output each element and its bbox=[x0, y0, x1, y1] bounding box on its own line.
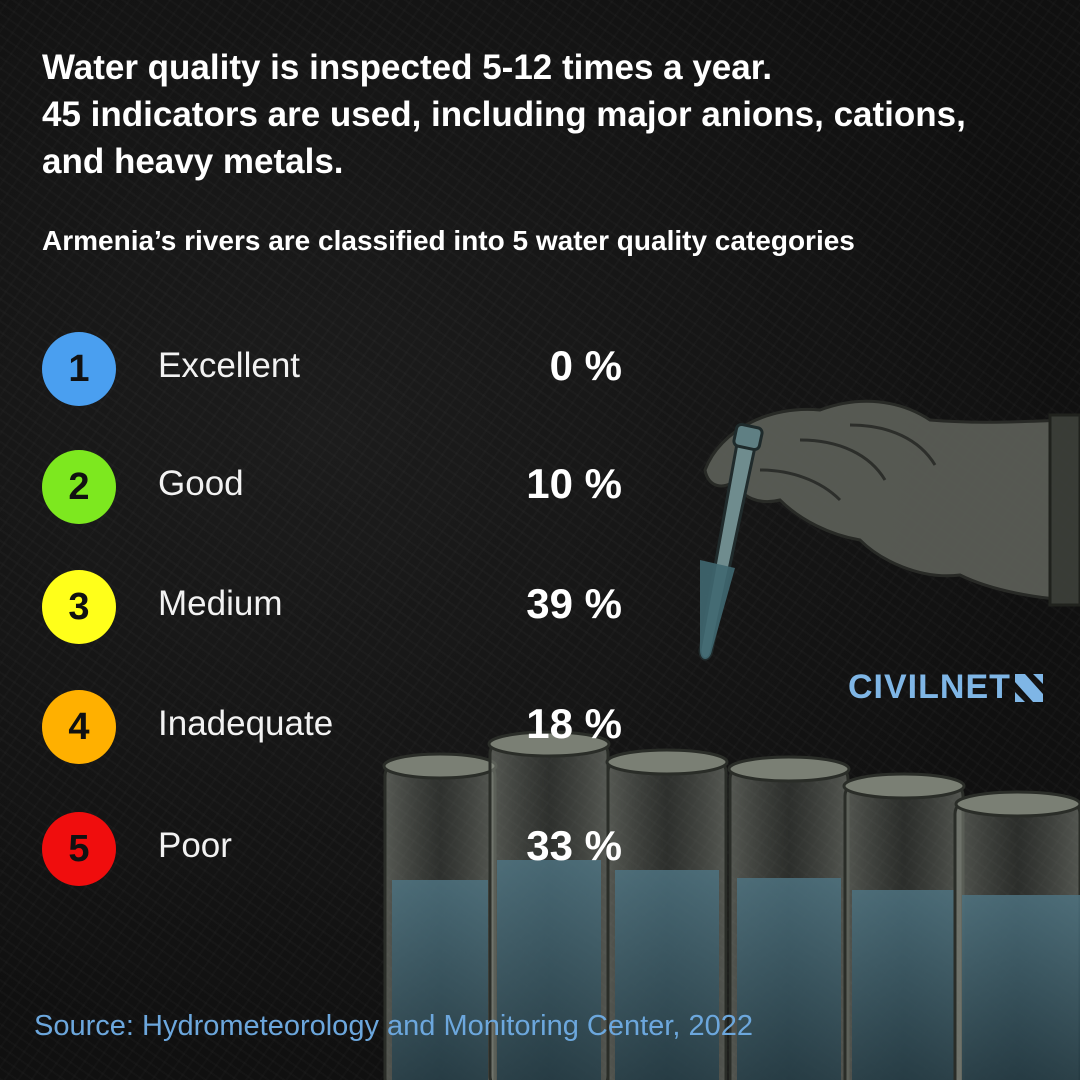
category-percentage: 18 % bbox=[526, 700, 622, 747]
category-percentage: 33 % bbox=[526, 822, 622, 869]
category-number-badge: 3 bbox=[42, 570, 116, 644]
test-tubes bbox=[382, 730, 1080, 1080]
category-row-excellent: 1 Excellent 0 % bbox=[42, 332, 642, 406]
category-row-good: 2 Good 10 % bbox=[42, 450, 642, 524]
logo-text: CIVILNET bbox=[848, 668, 1011, 706]
headline-line-1: Water quality is inspected 5-12 times a … bbox=[42, 48, 773, 87]
category-label: Excellent bbox=[158, 346, 301, 385]
source-citation: Source: Hydrometeorology and Monitoring … bbox=[34, 1010, 753, 1042]
gloved-hand bbox=[703, 399, 1080, 607]
category-label: Good bbox=[158, 464, 244, 503]
headline: Water quality is inspected 5-12 times a … bbox=[42, 44, 1062, 185]
category-number-badge: 4 bbox=[42, 690, 116, 764]
headline-line-2: 45 indicators are used, including major … bbox=[42, 95, 966, 134]
category-row-inadequate: 4 Inadequate 18 % bbox=[42, 690, 642, 764]
category-row-poor: 5 Poor 33 % bbox=[42, 812, 642, 886]
pipette bbox=[698, 422, 764, 661]
logo-mark-icon bbox=[1014, 673, 1043, 702]
civilnet-logo: CIVILNET bbox=[848, 668, 1043, 707]
category-row-medium: 3 Medium 39 % bbox=[42, 570, 642, 644]
category-percentage: 10 % bbox=[526, 460, 622, 507]
category-number-badge: 5 bbox=[42, 812, 116, 886]
category-number-badge: 2 bbox=[42, 450, 116, 524]
category-label: Poor bbox=[158, 826, 232, 865]
category-percentage: 0 % bbox=[549, 342, 622, 389]
category-percentage: 39 % bbox=[526, 580, 622, 627]
category-label: Medium bbox=[158, 584, 283, 623]
category-number-badge: 1 bbox=[42, 332, 116, 406]
subheading: Armenia’s rivers are classified into 5 w… bbox=[42, 225, 855, 256]
headline-line-3: and heavy metals. bbox=[42, 142, 344, 181]
category-label: Inadequate bbox=[158, 704, 334, 743]
